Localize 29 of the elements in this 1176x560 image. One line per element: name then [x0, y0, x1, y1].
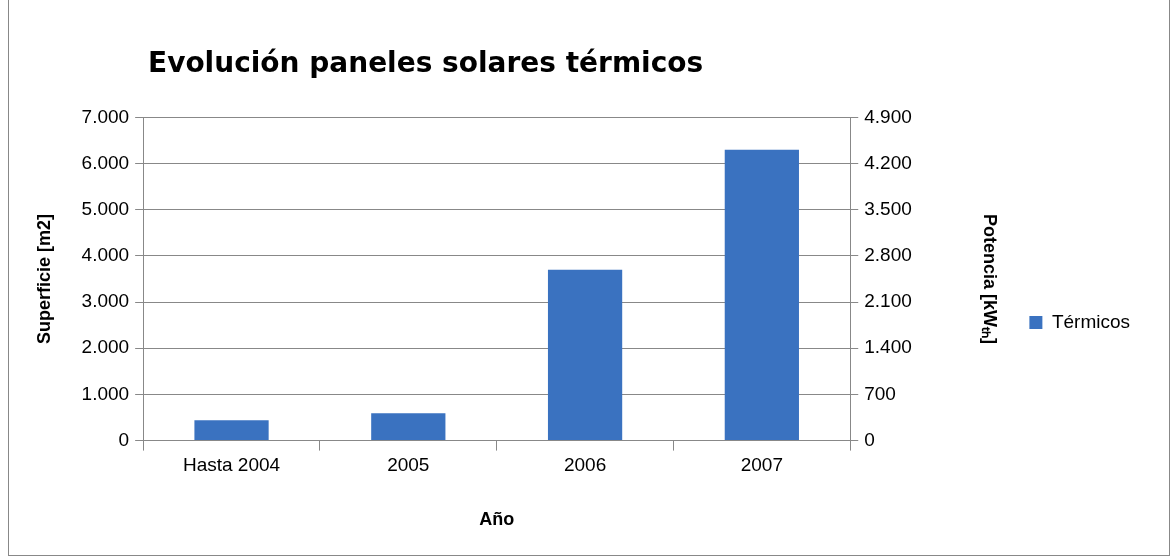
- bar: [371, 413, 446, 441]
- x-tick-label: Hasta 2004: [182, 454, 281, 476]
- legend-label: Térmicos: [1051, 310, 1131, 332]
- bar: [724, 149, 799, 441]
- y2-tick-label: 2.800: [864, 244, 912, 266]
- y-tick-label: 4.000: [81, 244, 130, 266]
- y-tick-label: 5.000: [81, 197, 130, 219]
- y-tick-label: 3.000: [81, 290, 130, 312]
- y2-tick-label: 2.100: [864, 290, 912, 312]
- bar: [547, 269, 623, 441]
- y-tick-label: 2.000: [81, 336, 130, 358]
- y2-tick-label: 1.400: [864, 336, 912, 358]
- bar: [194, 420, 269, 441]
- x-tick-label: 2006: [563, 454, 607, 476]
- x-tick-label: 2005: [387, 454, 430, 476]
- y-tick-label: 0: [118, 428, 130, 450]
- chart-title: Evolución paneles solares térmicos: [148, 46, 704, 79]
- y-tick-label: 1.000: [81, 382, 130, 404]
- y2-tick-label: 4.900: [864, 105, 912, 127]
- y-axis-title: Superficie [m2]: [33, 213, 54, 345]
- y2-tick-label: 0: [864, 428, 875, 450]
- y2-tick-label: 700: [864, 382, 896, 404]
- y2-axis-title: Potencia [kWₜₕ]: [979, 213, 1000, 345]
- y-tick-label: 7.000: [81, 105, 130, 127]
- x-axis-title: Año: [479, 509, 515, 530]
- y2-tick-label: 4.200: [864, 151, 912, 173]
- y-tick-label: 6.000: [81, 151, 130, 173]
- x-tick-label: 2007: [740, 454, 783, 476]
- y2-tick-label: 3.500: [864, 197, 912, 219]
